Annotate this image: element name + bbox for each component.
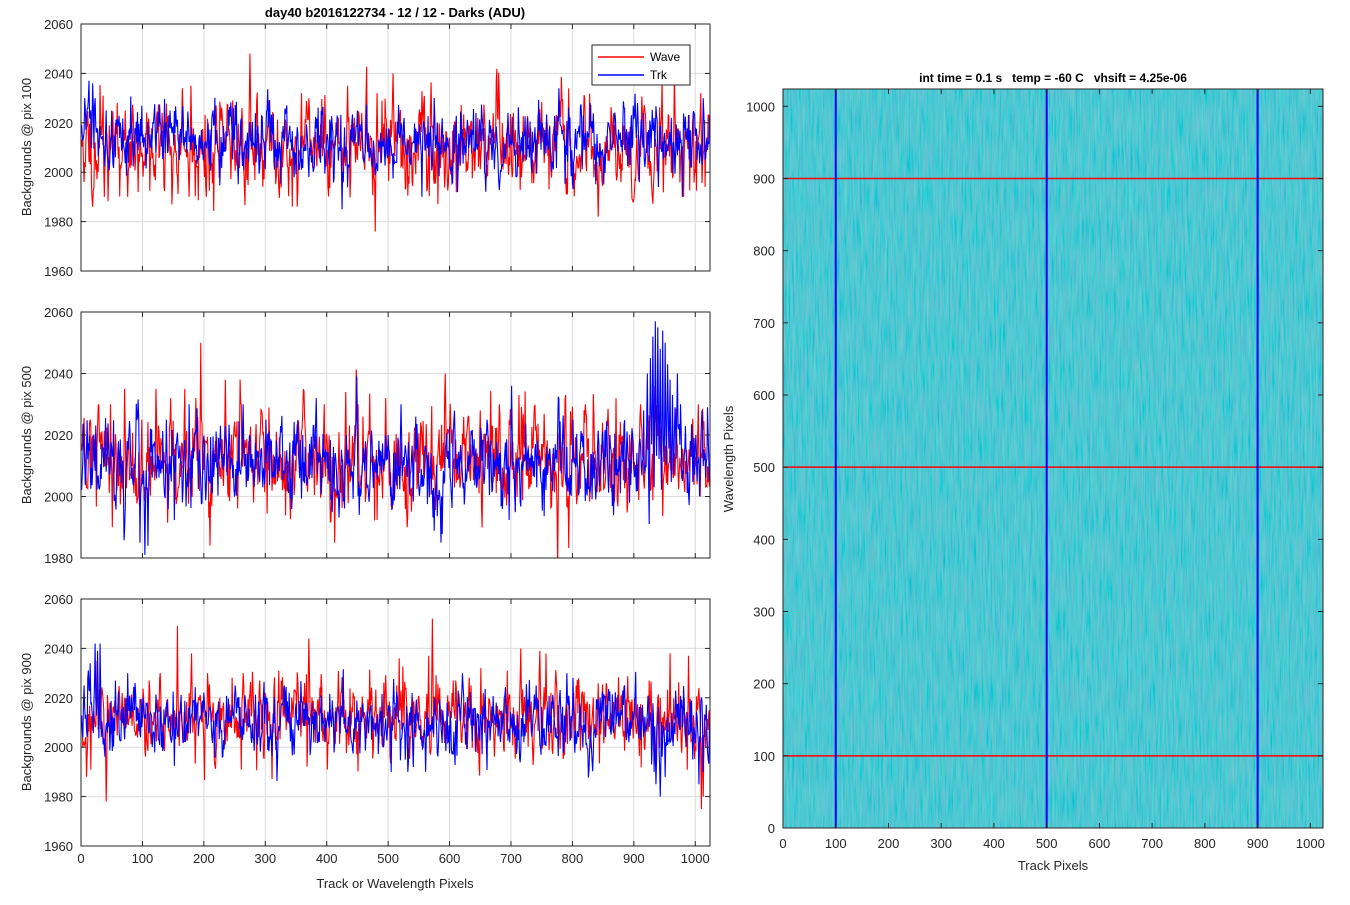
heatmap-y-axis-label: Wavelength Pixels <box>721 405 736 512</box>
y-tick-label: 2020 <box>44 691 73 706</box>
panel-pix900: 0 100 200 300 400 500 600 700 800 900 1000 1960 1980… <box>19 592 711 891</box>
y-tick-label: 700 <box>753 316 775 331</box>
y-tick-label: 1980 <box>44 551 73 566</box>
legend-box <box>591 44 691 86</box>
panel-pix500: 1980 2000 2020 2040 2060 Backgrounds @ pix 5… <box>19 305 711 566</box>
y-tick-label: 100 <box>753 749 775 764</box>
heatmap-title: int time = 0.1 s temp = -60 C vhsift = 4… <box>919 71 1187 85</box>
x-tick-label: 400 <box>983 836 1005 851</box>
x-axis-label: Track or Wavelength Pixels <box>316 876 474 891</box>
plot-lines <box>81 618 710 809</box>
x-tick-label: 800 <box>1194 836 1216 851</box>
x-tick-label: 200 <box>878 836 900 851</box>
y-tick-label: 1960 <box>44 264 73 279</box>
plot-lines <box>81 321 710 558</box>
x-tick-label: 1000 <box>681 851 710 866</box>
y-tick-label: 0 <box>768 821 775 836</box>
y-axis-label: Backgrounds @ pix 500 <box>19 366 34 504</box>
y-tick-label: 2000 <box>44 165 73 180</box>
series-line-trk <box>81 643 710 797</box>
legend: Wave Trk <box>591 44 691 86</box>
heatmap-speckle <box>783 89 1323 828</box>
y-tick-label: 500 <box>753 460 775 475</box>
x-tick-label: 600 <box>1089 836 1111 851</box>
y-tick-label: 2040 <box>44 66 73 81</box>
axes-box <box>80 598 711 847</box>
axis-ticks: 1960 1980 2000 2020 2040 2060 <box>44 17 710 279</box>
y-tick-label: 200 <box>753 677 775 692</box>
series-line-wave <box>81 53 710 232</box>
axes-box <box>80 23 711 272</box>
x-tick-label: 900 <box>623 851 645 866</box>
x-tick-label: 100 <box>132 851 154 866</box>
x-tick-label: 0 <box>77 851 84 866</box>
y-tick-label: 600 <box>753 388 775 403</box>
y-tick-label: 2020 <box>44 428 73 443</box>
legend-trk-label: Trk <box>650 68 668 82</box>
heatmap-image <box>783 89 1323 828</box>
x-tick-label: 500 <box>377 851 399 866</box>
y-tick-label: 2020 <box>44 116 73 131</box>
y-tick-label: 2060 <box>44 17 73 32</box>
marker-lines <box>783 89 1323 828</box>
heatmap-axes-box <box>782 88 1324 829</box>
y-tick-label: 300 <box>753 604 775 619</box>
axis-ticks: 0 100 200 300 400 500 600 700 800 900 1000 0 100 200 3… <box>746 89 1325 851</box>
x-tick-label: 500 <box>1036 836 1058 851</box>
x-tick-label: 0 <box>779 836 786 851</box>
y-tick-label: 2040 <box>44 641 73 656</box>
figure-title: day40 b2016122734 - 12 / 12 - Darks (ADU… <box>265 5 525 20</box>
panel-pix100: 1960 1980 2000 2020 2040 2060 Backgrounds @ p… <box>19 17 711 279</box>
series-line-trk <box>81 80 710 210</box>
y-tick-label: 2060 <box>44 592 73 607</box>
y-tick-label: 2000 <box>44 740 73 755</box>
series-line-trk <box>81 321 710 555</box>
x-tick-label: 200 <box>193 851 215 866</box>
axis-ticks: 0 100 200 300 400 500 600 700 800 900 1000 1960 1980… <box>44 592 710 866</box>
y-tick-label: 1000 <box>746 99 775 114</box>
y-tick-label: 1980 <box>44 215 73 230</box>
heatmap-panel: int time = 0.1 s temp = -60 C vhsift = 4… <box>721 71 1325 873</box>
y-tick-label: 1980 <box>44 790 73 805</box>
y-tick-label: 900 <box>753 171 775 186</box>
x-tick-label: 700 <box>1141 836 1163 851</box>
y-tick-label: 400 <box>753 532 775 547</box>
y-axis-label: Backgrounds @ pix 900 <box>19 653 34 791</box>
y-tick-label: 1960 <box>44 839 73 854</box>
axis-ticks: 1980 2000 2020 2040 2060 <box>44 305 710 566</box>
x-tick-label: 700 <box>500 851 522 866</box>
y-tick-label: 2040 <box>44 367 73 382</box>
y-tick-label: 800 <box>753 244 775 259</box>
x-tick-label: 300 <box>254 851 276 866</box>
plot-lines <box>81 53 710 232</box>
x-tick-label: 100 <box>825 836 847 851</box>
x-tick-label: 600 <box>439 851 461 866</box>
x-tick-label: 1000 <box>1296 836 1325 851</box>
legend-wave-label: Wave <box>650 50 681 64</box>
x-tick-label: 400 <box>316 851 338 866</box>
x-tick-label: 900 <box>1247 836 1269 851</box>
y-tick-label: 2060 <box>44 305 73 320</box>
y-tick-label: 2000 <box>44 490 73 505</box>
x-tick-label: 300 <box>930 836 952 851</box>
x-tick-label: 800 <box>562 851 584 866</box>
y-axis-label: Backgrounds @ pix 100 <box>19 78 34 216</box>
heatmap-x-axis-label: Track Pixels <box>1018 858 1089 873</box>
